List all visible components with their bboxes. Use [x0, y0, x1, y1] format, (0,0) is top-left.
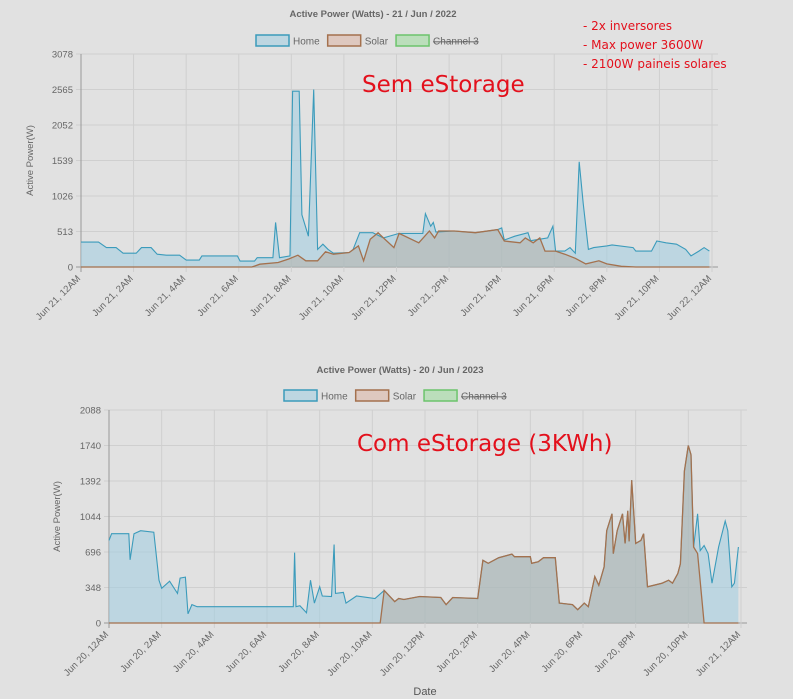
x-tick-label: Jun 20, 4PM [487, 629, 533, 675]
x-tick-label: Jun 21, 12AM [694, 629, 743, 678]
legend-label: Solar [393, 392, 417, 403]
x-axis-label: Date [413, 686, 436, 698]
y-tick-label: 2088 [80, 406, 101, 417]
chart-title: Active Power (Watts) - 20 / Jun / 2023 [316, 365, 483, 376]
y-axis-label: Active Power(W) [52, 481, 63, 552]
x-tick-label: Jun 21, 4AM [143, 273, 189, 319]
y-tick-label: 2565 [52, 85, 73, 96]
chart-title: Active Power (Watts) - 21 / Jun / 2022 [289, 9, 456, 20]
annotation-note: - Max power 3600W [583, 38, 703, 52]
y-tick-label: 696 [85, 548, 101, 559]
x-tick-label: Jun 20, 10PM [641, 629, 690, 678]
y-tick-label: 513 [57, 227, 73, 238]
series-area-solar [81, 229, 710, 267]
x-tick-label: Jun 21, 2PM [406, 273, 452, 319]
legend-label: Home [293, 37, 320, 48]
legend-swatch-home [255, 34, 290, 47]
x-tick-label: Jun 21, 4PM [458, 273, 504, 319]
x-tick-label: Jun 20, 8PM [592, 629, 638, 675]
y-tick-label: 1392 [80, 477, 101, 488]
x-tick-label: Jun 21, 2AM [90, 273, 136, 319]
legend-swatch-home [283, 389, 318, 402]
x-tick-label: Jun 21, 6AM [195, 273, 241, 319]
legend-swatch-channel-3 [423, 389, 458, 402]
annotations: - 2x inversores - Max power 3600W - 2100… [357, 19, 727, 457]
x-tick-label: Jun 20, 10AM [325, 629, 374, 678]
legend-swatch-channel-3 [395, 34, 430, 47]
chart-2023: Active Power (Watts) - 20 / Jun / 2023 D… [52, 365, 747, 698]
x-tick-label: Jun 20, 12PM [378, 629, 427, 678]
series-line-solar [81, 228, 710, 268]
legend-label: Solar [365, 37, 389, 48]
annotation-bottom-label: Com eStorage (3KWh) [357, 431, 612, 457]
y-tick-label: 2052 [52, 121, 73, 132]
annotation-note: - 2x inversores [583, 19, 672, 33]
x-tick-label: Jun 20, 4AM [171, 629, 217, 675]
y-tick-label: 1539 [52, 156, 73, 167]
legend-swatch-solar [326, 34, 362, 47]
x-tick-label: Jun 21, 10AM [297, 273, 346, 322]
x-tick-label: Jun 21, 6PM [511, 273, 557, 319]
x-tick-label: Jun 20, 8AM [276, 629, 322, 675]
y-tick-label: 348 [85, 583, 101, 594]
y-axis-label: Active Power(W) [25, 125, 36, 196]
x-tick-label: Jun 21, 10PM [612, 273, 661, 322]
y-tick-label: 0 [68, 263, 73, 274]
legend-swatch-solar [354, 389, 390, 402]
x-tick-label: Jun 20, 2AM [118, 629, 164, 675]
y-tick-label: 1044 [80, 512, 101, 523]
x-tick-label: Jun 20, 6AM [224, 629, 270, 675]
y-tick-label: 0 [96, 619, 101, 630]
x-tick-label: Jun 21, 12PM [349, 273, 398, 322]
x-tick-label: Jun 20, 12AM [62, 629, 111, 678]
x-tick-label: Jun 20, 6PM [540, 629, 586, 675]
y-tick-label: 1740 [80, 441, 101, 452]
x-tick-label: Jun 21, 8AM [248, 273, 294, 319]
x-tick-label: Jun 21, 12AM [34, 273, 83, 322]
legend-label: Home [321, 392, 348, 403]
y-tick-label: 3078 [52, 50, 73, 61]
y-tick-label: 1026 [52, 192, 73, 203]
series-area-home [81, 89, 710, 267]
legend-label: Channel 3 [433, 37, 479, 48]
annotation-note: - 2100W paineis solares [583, 57, 727, 71]
x-tick-label: Jun 21, 8PM [563, 273, 609, 319]
series-line-solar [109, 445, 739, 624]
annotation-top-label: Sem eStorage [362, 72, 525, 98]
x-tick-label: Jun 20, 2PM [434, 629, 480, 675]
legend-label: Channel 3 [461, 392, 507, 403]
x-tick-label: Jun 22, 12AM [665, 273, 714, 322]
